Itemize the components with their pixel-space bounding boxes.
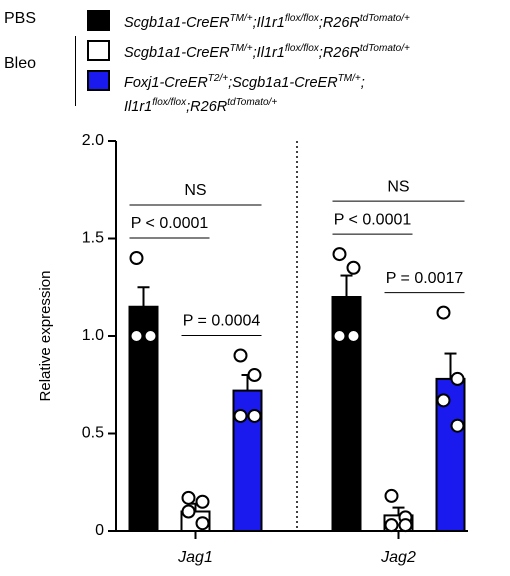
legend-label: Foxj1-CreERT2/+;Scgb1a1-CreERTM/+; Il1r1f… xyxy=(124,69,365,117)
significance-label: NS xyxy=(387,178,409,195)
data-point xyxy=(247,408,262,423)
significance-label: P < 0.0001 xyxy=(131,215,209,232)
legend-label-line: Foxj1-CreERT2/+;Scgb1a1-CreERTM/+; xyxy=(124,69,365,93)
data-point xyxy=(384,488,399,503)
legend-superscript: TM/+ xyxy=(229,43,253,54)
legend-superscript: T2/+ xyxy=(207,73,229,84)
data-point xyxy=(129,329,144,343)
legend-label-line: Scgb1a1-CreERTM/+;Il1r1flox/flox;R26RtdT… xyxy=(124,9,410,33)
legend-superscript: TM/+ xyxy=(229,13,253,24)
data-point xyxy=(332,247,347,262)
legend-superscript: flox/flox xyxy=(284,13,319,24)
legend-superscript: tdTomato/+ xyxy=(227,97,278,108)
bar xyxy=(435,377,466,532)
data-point xyxy=(181,490,196,505)
y-tick-label: 2.0 xyxy=(82,132,104,149)
data-point xyxy=(233,408,248,423)
legend-text-run: ;R26R xyxy=(318,15,360,31)
legend-swatch xyxy=(87,70,110,91)
legend-group-line xyxy=(75,36,76,106)
legend-label-line: Scgb1a1-CreERTM/+;Il1r1flox/flox;R26RtdT… xyxy=(124,39,410,63)
data-point xyxy=(450,418,465,433)
legend-text-run: ; xyxy=(360,75,365,91)
data-point xyxy=(195,494,210,509)
legend-text-run: ;R26R xyxy=(318,45,360,61)
legend-superscript: flox/flox xyxy=(152,97,187,108)
significance-label: P = 0.0004 xyxy=(183,313,261,330)
legend-superscript: tdTomato/+ xyxy=(359,13,410,24)
data-point xyxy=(346,260,361,275)
data-point xyxy=(436,305,451,320)
legend-label: Scgb1a1-CreERTM/+;Il1r1flox/flox;R26RtdT… xyxy=(124,39,410,63)
legend-label-line: Il1r1flox/flox;R26RtdTomato/+ xyxy=(124,93,365,117)
significance-label: P = 0.0017 xyxy=(386,270,464,287)
legend-text-run: ;R26R xyxy=(186,99,228,115)
legend-text-run: ;Il1r1 xyxy=(252,45,285,61)
y-tick-label: 0.5 xyxy=(82,425,104,442)
data-point xyxy=(398,518,413,533)
legend-group-label: PBS xyxy=(4,10,37,27)
legend-superscript: TM/+ xyxy=(337,73,361,84)
y-tick-label: 1.0 xyxy=(82,327,104,344)
x-tick-label: Jag2 xyxy=(380,549,416,566)
significance-label: NS xyxy=(184,182,206,199)
legend-text-run: ;Scgb1a1-CreER xyxy=(228,75,338,91)
data-point xyxy=(247,368,262,382)
data-point xyxy=(332,329,347,343)
y-axis-label: Relative expression xyxy=(37,271,54,402)
data-point xyxy=(129,251,144,265)
y-tick-label: 1.5 xyxy=(82,230,104,247)
legend: Scgb1a1-CreERTM/+;Il1r1flox/flox;R26RtdT… xyxy=(0,0,510,125)
legend-group-label: Bleo xyxy=(4,55,37,72)
legend-swatch xyxy=(87,10,110,31)
legend-swatch xyxy=(87,40,110,61)
legend-label: Scgb1a1-CreERTM/+;Il1r1flox/flox;R26RtdT… xyxy=(124,9,410,33)
data-point xyxy=(233,348,248,363)
data-point xyxy=(384,518,399,533)
significance-label: P < 0.0001 xyxy=(334,211,412,228)
data-point xyxy=(195,516,210,531)
legend-superscript: flox/flox xyxy=(284,43,319,54)
x-tick-label: Jag1 xyxy=(177,549,213,566)
y-tick-label: 0 xyxy=(95,522,104,539)
legend-text-run: Scgb1a1-CreER xyxy=(124,45,230,61)
data-point xyxy=(181,504,196,519)
legend-text-run: Il1r1 xyxy=(124,99,153,115)
legend-superscript: tdTomato/+ xyxy=(359,43,410,54)
data-point xyxy=(436,393,451,408)
data-point xyxy=(450,371,465,386)
data-point xyxy=(143,329,158,343)
legend-text-run: ;Il1r1 xyxy=(252,15,285,31)
data-point xyxy=(346,329,361,343)
legend-text-run: Foxj1-CreER xyxy=(124,75,208,91)
legend-text-run: Scgb1a1-CreER xyxy=(124,15,230,31)
